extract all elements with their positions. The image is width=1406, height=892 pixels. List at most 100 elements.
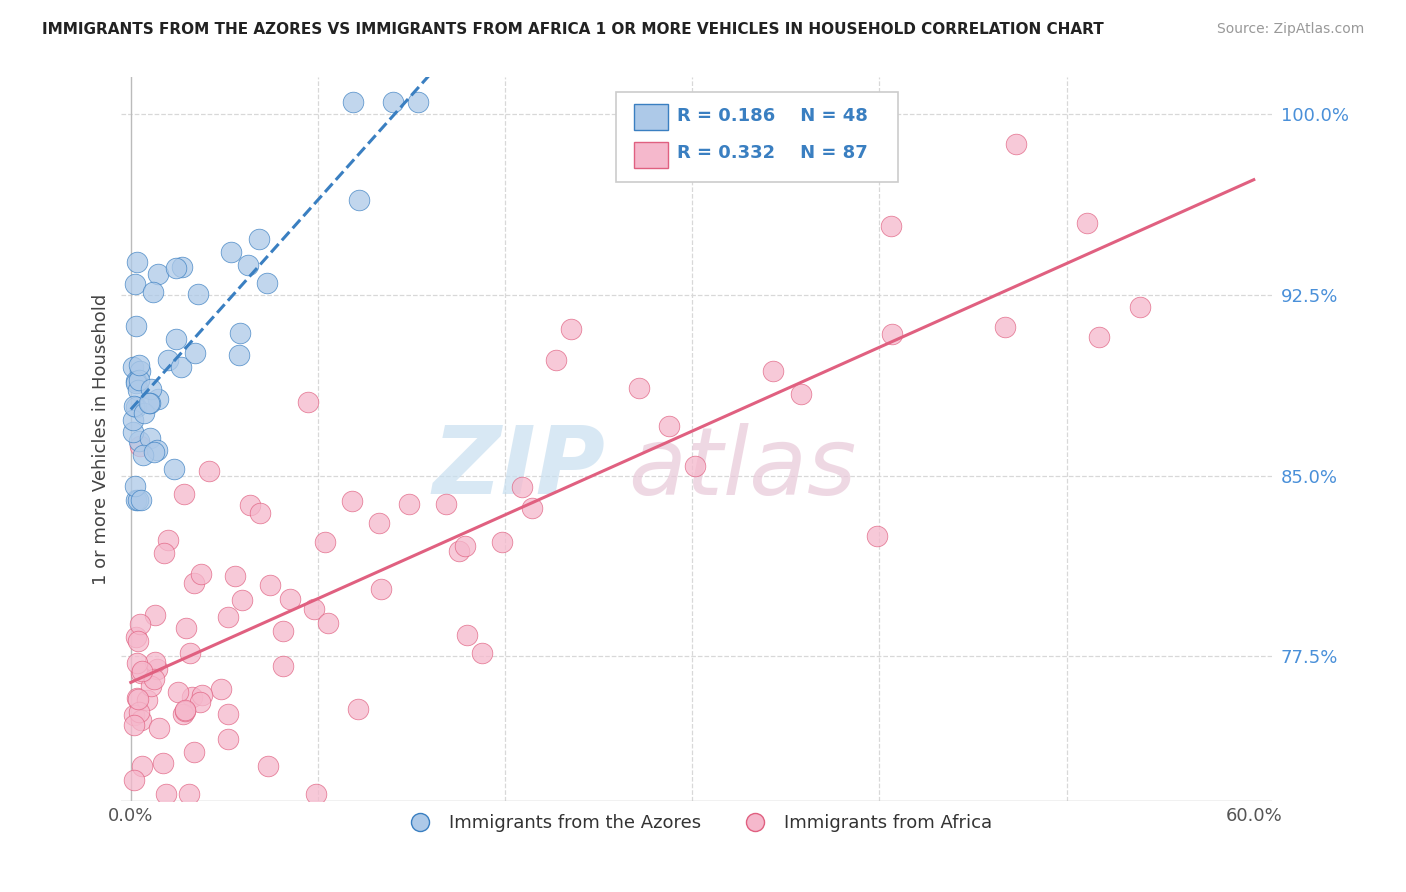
Point <box>1088 330 1111 344</box>
Point <box>157 533 180 548</box>
Point <box>146 392 169 407</box>
Point <box>179 787 201 801</box>
Point <box>125 657 148 671</box>
Point <box>184 346 207 360</box>
Bar <box>634 104 668 130</box>
Point <box>174 704 197 718</box>
Point <box>685 459 707 474</box>
Point <box>142 672 165 686</box>
Point <box>142 285 165 299</box>
Point <box>134 406 156 420</box>
Point <box>302 601 325 615</box>
Point <box>125 255 148 269</box>
Point <box>131 664 153 678</box>
Point <box>155 787 177 801</box>
Point <box>143 444 166 458</box>
Point <box>224 568 246 582</box>
Point <box>187 286 209 301</box>
Point <box>231 592 253 607</box>
Point <box>209 681 232 696</box>
Point <box>127 492 149 507</box>
Point <box>471 646 494 660</box>
Point <box>128 705 150 719</box>
Point <box>183 744 205 758</box>
Point <box>125 375 148 389</box>
Point <box>340 494 363 508</box>
Point <box>131 758 153 772</box>
Point <box>271 659 294 673</box>
Point <box>122 399 145 413</box>
Point <box>994 320 1017 334</box>
Point <box>129 364 152 378</box>
Point <box>157 353 180 368</box>
Point <box>247 232 270 246</box>
Point <box>183 575 205 590</box>
Point <box>347 702 370 716</box>
Point <box>122 708 145 723</box>
Point <box>127 691 149 706</box>
Point <box>190 566 212 581</box>
Point <box>221 244 243 259</box>
Text: IMMIGRANTS FROM THE AZORES VS IMMIGRANTS FROM AFRICA 1 OR MORE VEHICLES IN HOUSE: IMMIGRANTS FROM THE AZORES VS IMMIGRANTS… <box>42 22 1104 37</box>
Text: Source: ZipAtlas.com: Source: ZipAtlas.com <box>1216 22 1364 37</box>
Y-axis label: 1 or more Vehicles in Household: 1 or more Vehicles in Household <box>93 293 110 585</box>
Point <box>880 327 903 342</box>
Point <box>228 347 250 361</box>
Point <box>382 95 405 109</box>
Point <box>172 707 194 722</box>
Point <box>522 501 544 516</box>
Point <box>297 395 319 409</box>
Point <box>145 662 167 676</box>
Point <box>129 713 152 727</box>
Point <box>278 592 301 607</box>
Point <box>510 480 533 494</box>
Point <box>370 582 392 597</box>
Point <box>256 759 278 773</box>
Point <box>127 634 149 648</box>
Point <box>135 693 157 707</box>
Point <box>152 756 174 770</box>
FancyBboxPatch shape <box>616 92 898 182</box>
Point <box>256 276 278 290</box>
Text: R = 0.186    N = 48: R = 0.186 N = 48 <box>678 107 869 125</box>
Point <box>239 498 262 512</box>
Point <box>544 353 567 368</box>
Point <box>406 95 429 109</box>
Point <box>342 95 364 109</box>
Point <box>658 419 681 434</box>
Point <box>304 787 326 801</box>
Point <box>349 193 371 207</box>
Point <box>179 646 201 660</box>
Point <box>628 381 651 395</box>
Point <box>368 516 391 530</box>
Point <box>124 630 146 644</box>
Point <box>143 608 166 623</box>
Point <box>314 535 336 549</box>
Point <box>229 326 252 340</box>
Point <box>128 358 150 372</box>
Point <box>170 260 193 274</box>
Point <box>139 431 162 445</box>
Point <box>128 439 150 453</box>
Point <box>249 506 271 520</box>
Point <box>170 360 193 375</box>
Point <box>271 624 294 638</box>
Point <box>560 322 582 336</box>
Point <box>146 268 169 282</box>
Point <box>176 621 198 635</box>
Point <box>122 425 145 440</box>
Point <box>122 717 145 731</box>
Point <box>259 578 281 592</box>
Point <box>143 655 166 669</box>
Point <box>217 732 239 747</box>
Point <box>447 544 470 558</box>
Point <box>141 679 163 693</box>
Point <box>128 617 150 632</box>
Point <box>197 464 219 478</box>
Point <box>167 685 190 699</box>
Point <box>125 492 148 507</box>
Point <box>456 628 478 642</box>
Point <box>181 690 204 704</box>
Text: atlas: atlas <box>628 423 856 514</box>
Point <box>122 412 145 426</box>
